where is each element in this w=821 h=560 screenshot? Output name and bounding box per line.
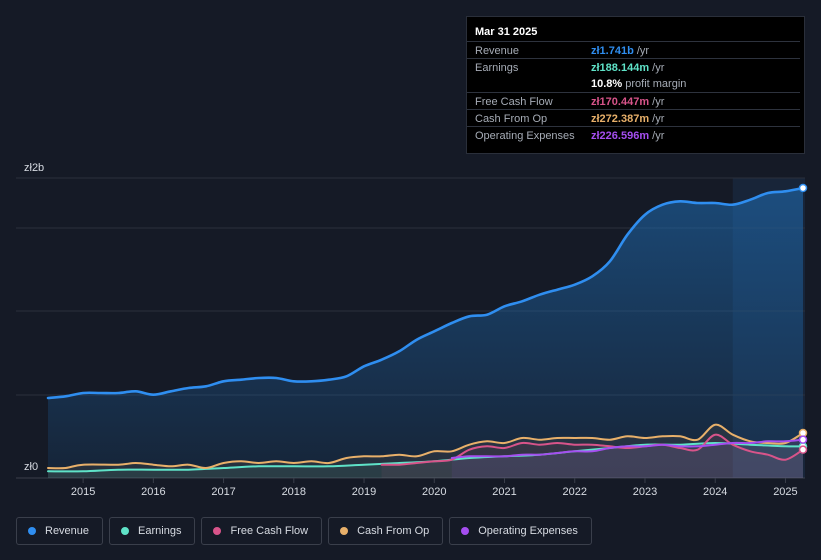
x-tick-label: 2019 bbox=[352, 486, 376, 498]
x-tick-label: 2025 bbox=[773, 486, 797, 498]
legend-label: Earnings bbox=[138, 525, 182, 537]
series-area-free-cash-flow bbox=[381, 434, 803, 478]
tooltip-row-earnings: Earnings zł188.144m /yr bbox=[467, 58, 800, 76]
tooltip-label: Free Cash Flow bbox=[475, 96, 553, 108]
x-tick-label: 2024 bbox=[703, 486, 727, 498]
series-endpoint-operating-expenses bbox=[798, 435, 808, 444]
series-line-cash-from-op bbox=[47, 423, 804, 470]
legend-item-earnings[interactable]: Earnings bbox=[109, 517, 196, 545]
series-area-operating-expenses bbox=[451, 439, 803, 478]
series-area-revenue bbox=[48, 188, 803, 478]
series-line-revenue bbox=[46, 186, 805, 400]
y-tick-label-top: zł2b bbox=[24, 162, 44, 174]
series-endpoints bbox=[798, 183, 808, 454]
tooltip-row-fcf: Free Cash Flow zł170.447m /yr bbox=[467, 92, 800, 110]
legend-dot-icon bbox=[461, 527, 470, 535]
tooltip-value: zł272.387m /yr bbox=[591, 113, 665, 125]
legend-label: Revenue bbox=[45, 525, 90, 537]
tooltip-row-revenue: Revenue zł1.741b /yr bbox=[467, 41, 800, 59]
y-tick-label-zero: zł0 bbox=[24, 461, 38, 473]
series-lines bbox=[46, 186, 805, 473]
tooltip-value: zł188.144m /yr bbox=[591, 62, 665, 74]
legend-label: Cash From Op bbox=[357, 525, 430, 537]
tooltip-profit-margin: 10.8% profit margin bbox=[591, 78, 687, 90]
series-area-earnings bbox=[48, 443, 803, 478]
legend-label: Free Cash Flow bbox=[230, 525, 309, 537]
tooltip-value: zł170.447m /yr bbox=[591, 96, 665, 108]
x-tick-label: 2017 bbox=[211, 486, 235, 498]
legend-item-cash-from-op[interactable]: Cash From Op bbox=[328, 517, 444, 545]
tooltip: Mar 31 2025 Revenue zł1.741b /yr Earning… bbox=[466, 16, 805, 154]
tooltip-row-opex: Operating Expenses zł226.596m /yr bbox=[467, 126, 800, 144]
legend-item-free-cash-flow[interactable]: Free Cash Flow bbox=[201, 517, 323, 545]
series-line-free-cash-flow bbox=[380, 433, 804, 466]
x-tick-label: 2021 bbox=[492, 486, 516, 498]
x-tick-label: 2020 bbox=[422, 486, 446, 498]
tooltip-label: Operating Expenses bbox=[475, 130, 575, 142]
legend-item-operating-expenses[interactable]: Operating Expenses bbox=[449, 517, 592, 545]
legend-dot-icon bbox=[121, 527, 130, 535]
tooltip-value: zł1.741b /yr bbox=[591, 45, 650, 57]
areas bbox=[48, 188, 803, 478]
tooltip-value: zł226.596m /yr bbox=[591, 130, 665, 142]
tooltip-date: Mar 31 2025 bbox=[475, 26, 538, 38]
tooltip-label: Revenue bbox=[475, 45, 520, 57]
tooltip-row-cfo: Cash From Op zł272.387m /yr bbox=[467, 109, 800, 127]
x-tick-label: 2022 bbox=[563, 486, 587, 498]
legend-dot-icon bbox=[28, 527, 36, 535]
legend-item-revenue[interactable]: Revenue bbox=[16, 517, 104, 545]
legend-dot-icon bbox=[213, 527, 222, 535]
x-tick-label: 2023 bbox=[633, 486, 657, 498]
tooltip-label: Earnings bbox=[475, 62, 519, 74]
series-area-cash-from-op bbox=[48, 424, 803, 478]
tooltip-row-margin: 10.8% profit margin bbox=[467, 75, 800, 92]
series-endpoint-revenue bbox=[798, 183, 808, 193]
legend-label: Operating Expenses bbox=[478, 525, 578, 537]
series-endpoint-free-cash-flow bbox=[798, 445, 808, 454]
x-tick-label: 2015 bbox=[71, 486, 95, 498]
series-line-operating-expenses bbox=[450, 438, 804, 459]
x-axis-ticks: 2015 2016 2017 2018 2019 2020 2021 2022 2023 2024… bbox=[71, 478, 798, 498]
legend: Revenue Earnings Free Cash Flow Cash Fro… bbox=[16, 517, 592, 547]
tooltip-label: Cash From Op bbox=[475, 113, 548, 125]
x-tick-label: 2016 bbox=[141, 486, 165, 498]
legend-dot-icon bbox=[340, 527, 349, 535]
x-tick-label: 2018 bbox=[282, 486, 306, 498]
